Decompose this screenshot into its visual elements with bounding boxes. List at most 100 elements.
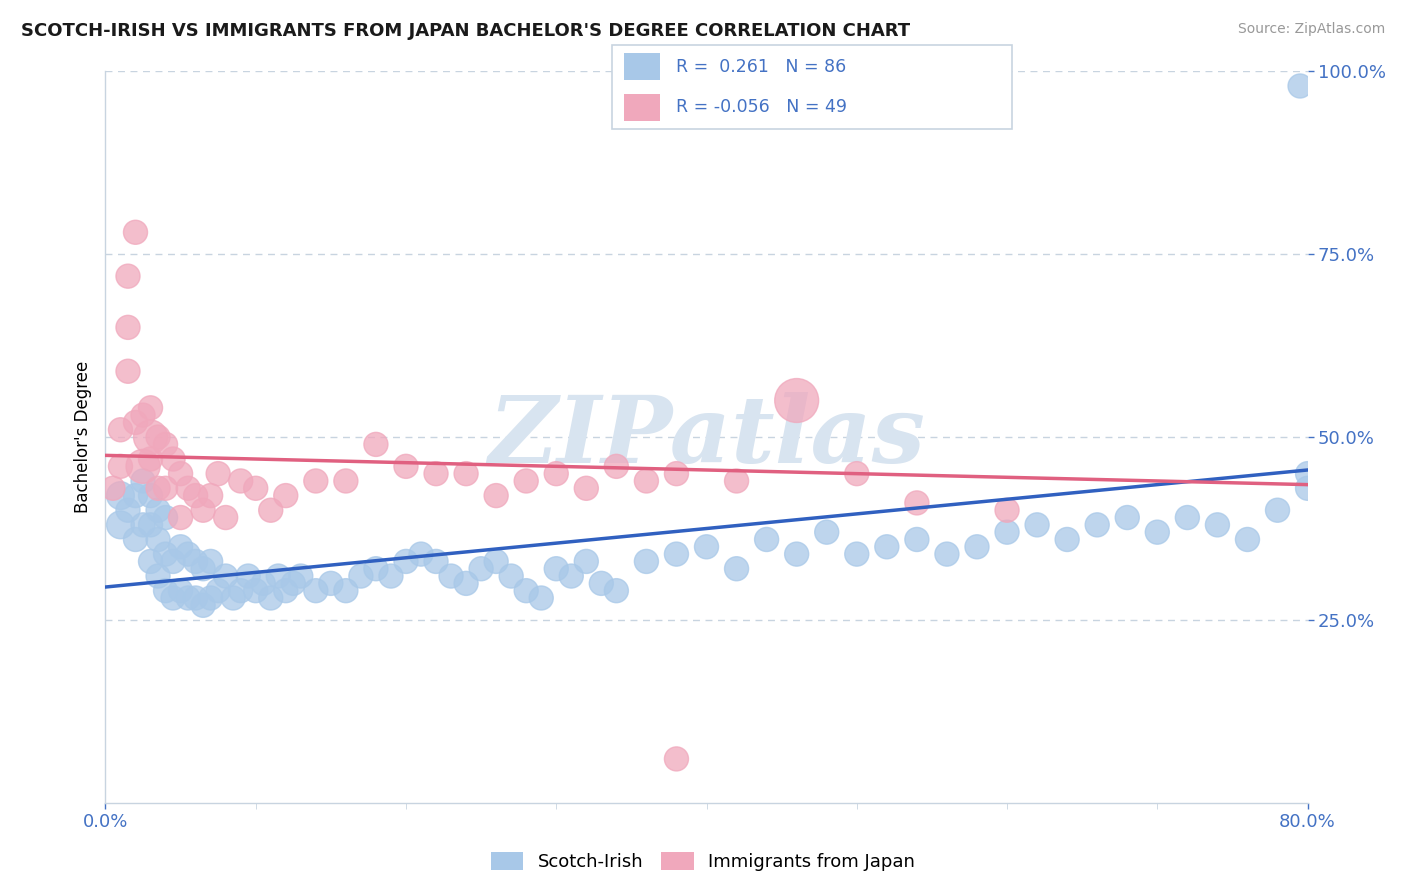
Point <box>124 533 146 547</box>
Point <box>1236 533 1258 547</box>
Point <box>425 467 447 481</box>
Point <box>966 540 988 554</box>
Point <box>155 437 177 451</box>
Point <box>117 503 139 517</box>
Point <box>169 467 191 481</box>
Point <box>515 474 537 488</box>
Point <box>485 554 508 568</box>
Point <box>1206 517 1229 532</box>
Point <box>200 554 222 568</box>
Point <box>132 517 155 532</box>
Point <box>1175 510 1198 524</box>
Point <box>274 583 297 598</box>
Point <box>162 452 184 467</box>
Point <box>364 562 387 576</box>
Point <box>350 569 373 583</box>
Point <box>1026 517 1049 532</box>
Y-axis label: Bachelor's Degree: Bachelor's Degree <box>73 361 91 513</box>
Point <box>146 569 169 583</box>
Point <box>214 510 236 524</box>
Point <box>905 496 928 510</box>
Point <box>755 533 778 547</box>
Text: Source: ZipAtlas.com: Source: ZipAtlas.com <box>1237 22 1385 37</box>
Point <box>177 591 200 605</box>
Point <box>155 547 177 561</box>
Point <box>117 364 139 378</box>
Point <box>1296 481 1319 495</box>
Point <box>132 459 155 474</box>
Point <box>110 459 132 474</box>
Point <box>636 554 658 568</box>
Point <box>786 393 808 408</box>
Point <box>454 576 477 591</box>
Point <box>575 481 598 495</box>
Point <box>184 489 207 503</box>
Point <box>184 591 207 605</box>
Point <box>1267 503 1289 517</box>
Point <box>876 540 898 554</box>
Point <box>845 467 868 481</box>
Point <box>605 459 627 474</box>
Point <box>1296 467 1319 481</box>
Point <box>290 569 312 583</box>
Point <box>1085 517 1108 532</box>
Point <box>1056 533 1078 547</box>
Point <box>139 401 162 415</box>
Point <box>132 408 155 422</box>
Point <box>139 489 162 503</box>
Point <box>319 576 342 591</box>
Point <box>425 554 447 568</box>
Point <box>177 481 200 495</box>
Bar <box>624 54 659 80</box>
Point <box>252 576 274 591</box>
Point <box>696 540 718 554</box>
Point <box>546 467 568 481</box>
Point <box>395 554 418 568</box>
Point <box>283 576 305 591</box>
Point <box>245 583 267 598</box>
Point <box>132 474 155 488</box>
Point <box>725 474 748 488</box>
Point <box>191 503 214 517</box>
Point <box>515 583 537 598</box>
Point <box>636 474 658 488</box>
Point <box>440 569 463 583</box>
Point <box>139 430 162 444</box>
Point <box>380 569 402 583</box>
Point <box>665 752 688 766</box>
Point <box>305 583 328 598</box>
Point <box>124 225 146 239</box>
Point <box>169 540 191 554</box>
Point <box>110 489 132 503</box>
Point <box>1289 78 1312 93</box>
Point <box>260 503 283 517</box>
Point <box>665 467 688 481</box>
Point <box>124 416 146 430</box>
Point <box>200 489 222 503</box>
Point <box>305 474 328 488</box>
Point <box>110 517 132 532</box>
Point <box>936 547 959 561</box>
Point <box>335 583 357 598</box>
Point <box>238 569 260 583</box>
Point <box>214 569 236 583</box>
Point <box>177 547 200 561</box>
Point <box>995 503 1018 517</box>
Point <box>395 459 418 474</box>
Point <box>501 569 523 583</box>
Point <box>905 533 928 547</box>
Point <box>591 576 613 591</box>
Point <box>200 591 222 605</box>
FancyBboxPatch shape <box>612 45 1012 129</box>
Point <box>665 547 688 561</box>
Point <box>139 517 162 532</box>
Point <box>575 554 598 568</box>
Point <box>995 525 1018 540</box>
Point <box>454 467 477 481</box>
Point <box>155 510 177 524</box>
Point <box>101 481 124 495</box>
Point <box>162 554 184 568</box>
Point <box>1146 525 1168 540</box>
Point <box>245 481 267 495</box>
Point <box>146 533 169 547</box>
